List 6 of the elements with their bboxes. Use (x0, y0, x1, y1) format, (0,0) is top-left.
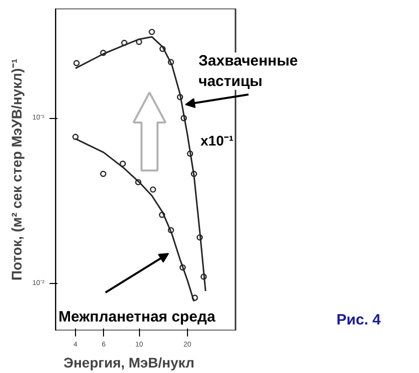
annotation: x10⁻¹ (200, 132, 234, 148)
annotation: Межпланетная среда (58, 308, 216, 326)
annotation: Захваченные частицы (198, 52, 298, 90)
y-axis-title: Поток, (м² сек стер МэУВ/нукл)⁻¹ (8, 58, 24, 280)
text: Рис. 4 (336, 312, 382, 328)
x-axis-title: Энергия, МэВ/нукл (64, 354, 194, 370)
